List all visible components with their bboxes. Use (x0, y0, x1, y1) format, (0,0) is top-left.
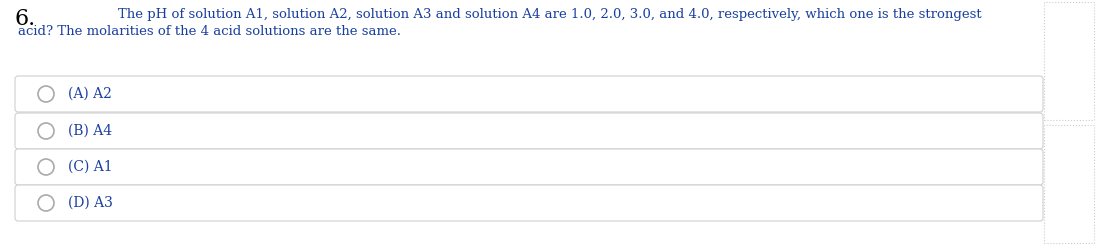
FancyBboxPatch shape (15, 149, 1043, 185)
Text: The pH of solution A1, solution A2, solution A3 and solution A4 are 1.0, 2.0, 3.: The pH of solution A1, solution A2, solu… (118, 8, 982, 21)
Text: (B) A4: (B) A4 (68, 124, 112, 138)
Text: 6.: 6. (14, 8, 35, 30)
Circle shape (38, 159, 54, 175)
Circle shape (38, 123, 54, 139)
Text: acid? The molarities of the 4 acid solutions are the same.: acid? The molarities of the 4 acid solut… (18, 25, 402, 38)
FancyBboxPatch shape (15, 76, 1043, 112)
FancyBboxPatch shape (15, 185, 1043, 221)
Circle shape (38, 86, 54, 102)
Text: (D) A3: (D) A3 (68, 196, 113, 210)
FancyBboxPatch shape (15, 113, 1043, 149)
Circle shape (38, 195, 54, 211)
Text: (A) A2: (A) A2 (68, 87, 112, 101)
Text: (C) A1: (C) A1 (68, 160, 113, 174)
